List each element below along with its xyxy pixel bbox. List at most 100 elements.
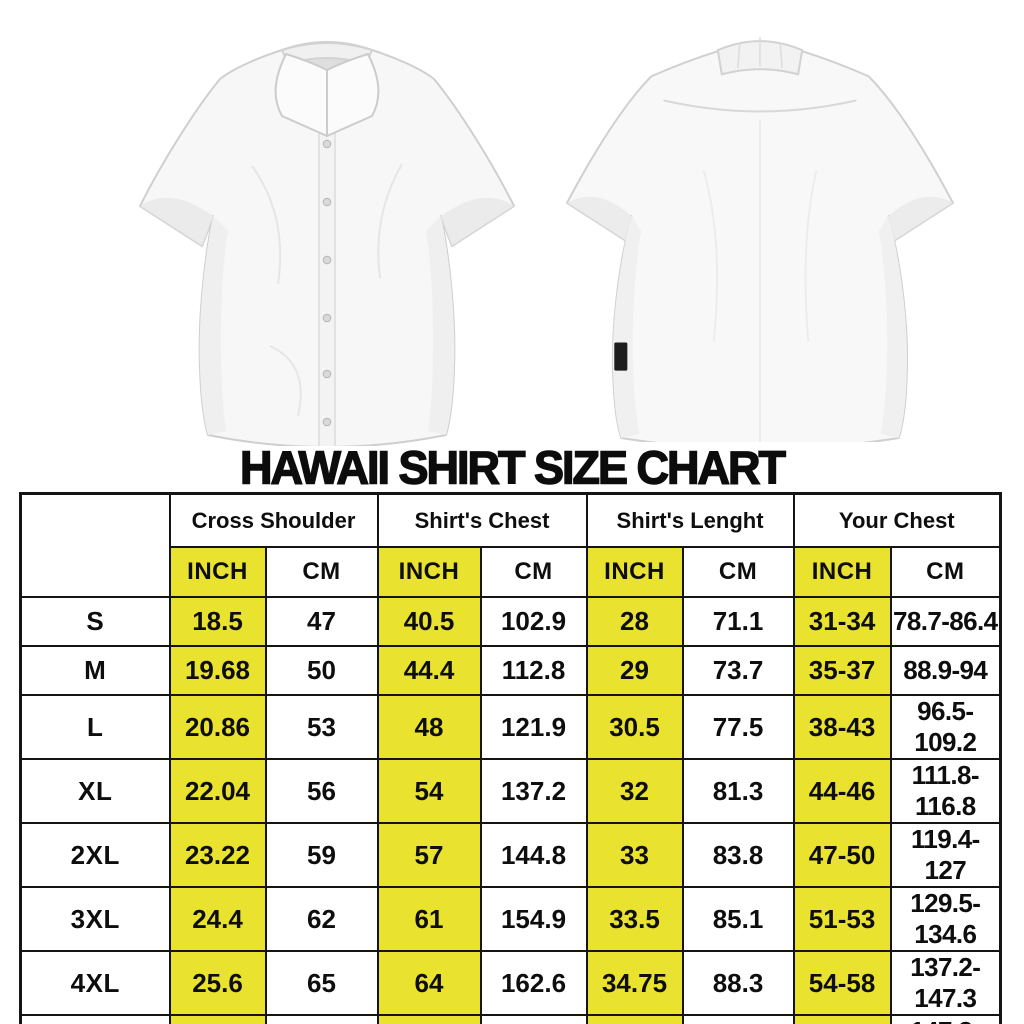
table-row: 4XL 25.6 65 64 162.6 34.75 88.3 54-58 137.2-147.… — [19, 950, 1002, 1016]
shirt-front-image — [139, 41, 515, 446]
inch-value-cell: 29 — [585, 645, 684, 696]
cm-value-cell: 111.8-116.8 — [889, 758, 1002, 824]
cm-value-cell: 147.3-157.5 — [889, 1014, 1002, 1024]
cm-value-cell: 62 — [264, 886, 379, 952]
size-label: XL — [19, 758, 171, 824]
cm-value-cell: 71.1 — [681, 596, 795, 647]
inch-value-cell: 34.75 — [585, 950, 684, 1016]
unit-header-cm: CM — [889, 546, 1002, 598]
cm-value-cell: 90.2 — [681, 1014, 795, 1024]
unit-header-row: INCH CM INCH CM INCH CM INCH CM — [21, 546, 1002, 598]
cm-value-cell: 73.7 — [681, 645, 795, 696]
group-header-cross-shoulder: Cross Shoulder — [168, 492, 379, 548]
center-back-crease — [702, 120, 818, 442]
unit-header-cm: CM — [681, 546, 795, 598]
sleeve-shade-left — [567, 196, 632, 244]
inch-value-cell: 24.4 — [168, 886, 267, 952]
inch-value-cell: 38-43 — [792, 694, 892, 760]
inch-value-cell: 40.5 — [376, 596, 482, 647]
yoke-seam — [663, 99, 857, 113]
group-header-your-chest: Your Chest — [792, 492, 1002, 548]
cm-value-cell: 119.4-127 — [889, 822, 1002, 888]
cm-value-cell: 85.1 — [681, 886, 795, 952]
inch-value-cell: 48 — [376, 694, 482, 760]
cm-value-cell: 77.5 — [681, 694, 795, 760]
group-header-shirts-chest: Shirt's Chest — [376, 492, 588, 548]
inch-value-cell: 32 — [585, 758, 684, 824]
inch-value-cell: 28 — [585, 596, 684, 647]
wrinkle — [251, 163, 403, 417]
size-label: 2XL — [19, 822, 171, 888]
inch-value-cell: 57 — [376, 822, 482, 888]
size-chart-table: Cross Shoulder Shirt's Chest Shirt's Len… — [19, 492, 1003, 1024]
cm-value-cell: 81.3 — [681, 758, 795, 824]
table-row: 2XL 23.22 59 57 144.8 33 83.8 47-50 119.4-127 — [19, 822, 1002, 888]
cm-value-cell: 112.8 — [479, 645, 588, 696]
body-shade-left — [199, 216, 228, 435]
cm-value-cell: 78.7-86.4 — [889, 596, 1002, 647]
group-header-shirts-lenght: Shirt's Lenght — [585, 492, 795, 548]
size-label: 3XL — [19, 886, 171, 952]
inch-value-cell: 47-50 — [792, 822, 892, 888]
sleeve-shade-right — [888, 196, 953, 244]
table-row: S 18.5 47 40.5 102.9 28 71.1 31-34 78.7-86.4 — [19, 596, 1002, 647]
inch-value-cell: 61 — [376, 886, 482, 952]
cm-value-cell: 88.9-94 — [889, 645, 1002, 696]
inch-value-cell: 58-62 — [792, 1014, 892, 1024]
size-label: S — [19, 596, 171, 647]
cm-value-cell: 144.8 — [479, 822, 588, 888]
inch-value-cell: 35.5 — [585, 1014, 684, 1024]
inch-value-cell: 44.4 — [376, 645, 482, 696]
table-row: XL 22.04 56 54 137.2 32 81.3 44-46 111.8-116.8 — [19, 758, 1002, 824]
cm-value-cell: 83.8 — [681, 822, 795, 888]
inch-value-cell: 22.04 — [168, 758, 267, 824]
cm-value-cell: 59 — [264, 822, 379, 888]
inch-value-cell: 30.5 — [585, 694, 684, 760]
body-shade-right — [878, 215, 908, 438]
page-title: HAWAII SHIRT SIZE CHART — [239, 440, 786, 494]
inch-value-cell: 35-37 — [792, 645, 892, 696]
table-row: L 20.86 53 48 121.9 30.5 77.5 38-43 96.5-109.2 — [19, 694, 1002, 760]
unit-header-inch: INCH — [585, 546, 684, 598]
unit-header-inch: INCH — [168, 546, 267, 598]
inch-value-cell: 19.68 — [168, 645, 267, 696]
size-label: M — [19, 645, 171, 696]
table-row: 3XL 24.4 62 61 154.9 33.5 85.1 51-53 129.5-134.6 — [19, 886, 1002, 952]
unit-header-inch: INCH — [792, 546, 892, 598]
inch-value-cell: 54-58 — [792, 950, 892, 1016]
unit-header-inch: INCH — [376, 546, 482, 598]
cm-value-cell: 121.9 — [479, 694, 588, 760]
shirt-back-image — [566, 37, 954, 442]
table-row: 5XL26.86867.5171.535.590.258-62147.3-157… — [19, 1014, 1002, 1024]
collar-left-flap — [274, 53, 328, 137]
cm-value-cell: 137.2 — [479, 758, 588, 824]
table-row: M 19.68 50 44.4 112.8 29 73.7 35-37 88.9-94 — [19, 645, 1002, 696]
cm-value-cell: 53 — [264, 694, 379, 760]
cm-value-cell: 50 — [264, 645, 379, 696]
inch-value-cell: 31-34 — [792, 596, 892, 647]
size-chart-body: S 18.5 47 40.5 102.9 28 71.1 31-34 78.7-86.4 M 19.… — [19, 596, 1002, 1024]
cm-value-cell: 96.5-109.2 — [889, 694, 1002, 760]
inch-value-cell: 20.86 — [168, 694, 267, 760]
inch-value-cell: 54 — [376, 758, 482, 824]
size-column-header — [19, 492, 171, 598]
cm-value-cell: 56 — [264, 758, 379, 824]
care-tag — [614, 342, 628, 371]
inch-value-cell: 44-46 — [792, 758, 892, 824]
cm-value-cell: 65 — [264, 950, 379, 1016]
inch-value-cell: 67.5 — [376, 1014, 482, 1024]
inch-value-cell: 64 — [376, 950, 482, 1016]
group-header-row: Cross Shoulder Shirt's Chest Shirt's Len… — [19, 492, 1002, 598]
inch-value-cell: 33 — [585, 822, 684, 888]
collar-right-flap — [326, 53, 380, 137]
cm-value-cell: 68 — [264, 1014, 379, 1024]
size-label: 5XL — [19, 1014, 171, 1024]
cm-value-cell: 154.9 — [479, 886, 588, 952]
body-shade-right — [426, 216, 455, 435]
unit-header-cm: CM — [264, 546, 379, 598]
cm-value-cell: 102.9 — [479, 596, 588, 647]
body-shade-left — [612, 215, 642, 438]
inch-value-cell: 23.22 — [168, 822, 267, 888]
inch-value-cell: 51-53 — [792, 886, 892, 952]
